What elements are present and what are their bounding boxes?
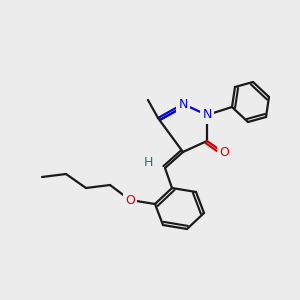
Text: O: O (219, 146, 229, 160)
Text: H: H (143, 157, 153, 169)
Text: N: N (178, 98, 188, 110)
Text: N: N (202, 109, 212, 122)
Text: O: O (125, 194, 135, 206)
